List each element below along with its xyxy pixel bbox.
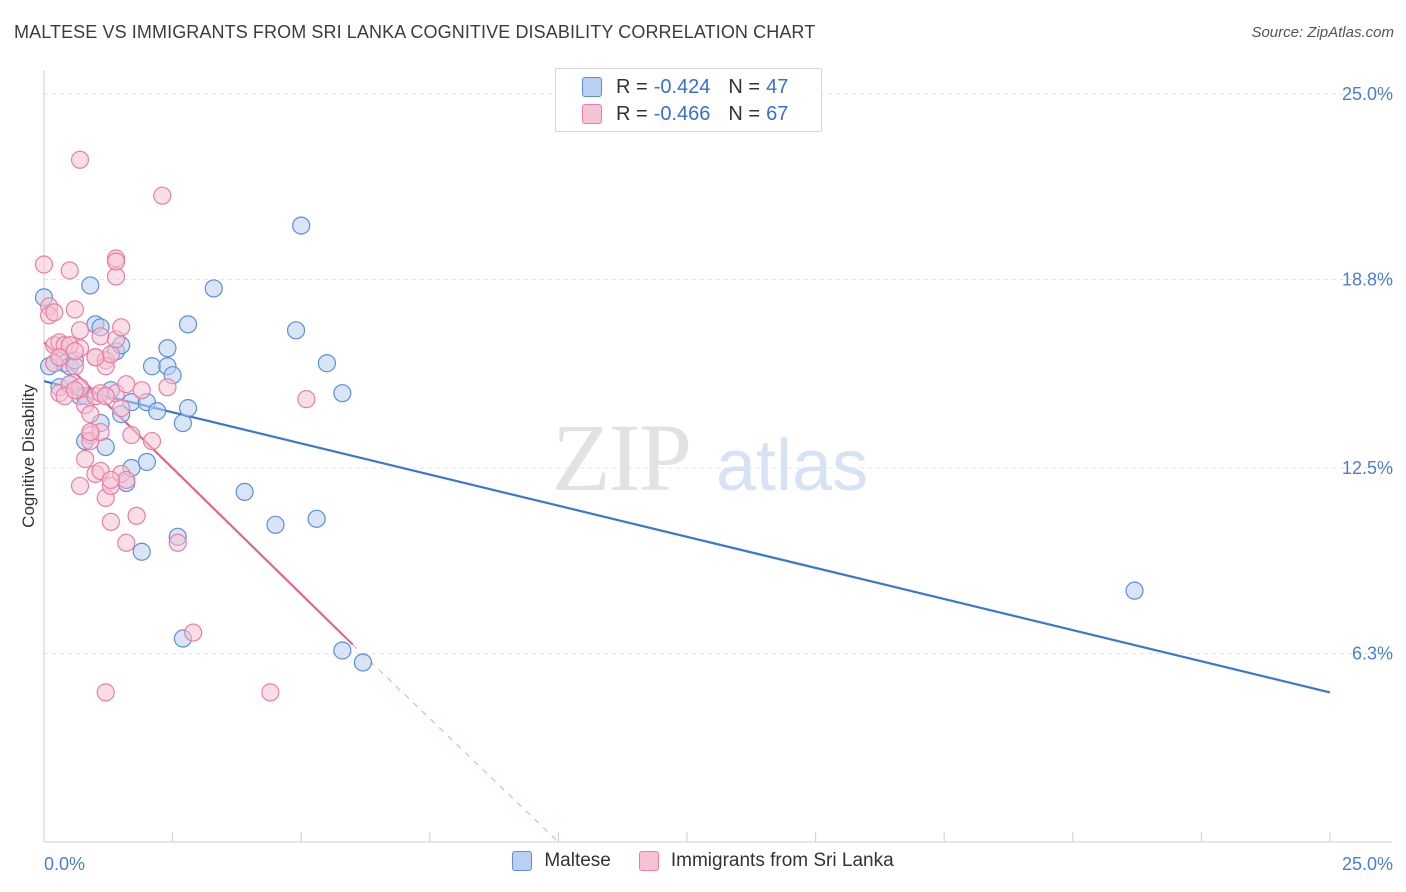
point-srilanka bbox=[81, 422, 100, 442]
point-srilanka bbox=[65, 300, 84, 319]
point-srilanka bbox=[117, 533, 136, 552]
legend-swatch-srilanka bbox=[638, 851, 659, 871]
series-legend: Maltese Immigrants from Sri Lanka bbox=[0, 850, 1406, 872]
point-maltese bbox=[178, 315, 198, 334]
chart-title: MALTESE VS IMMIGRANTS FROM SRI LANKA COG… bbox=[14, 22, 816, 42]
watermark-atlas: atlas bbox=[716, 426, 868, 506]
trend-line-srilanka bbox=[43, 341, 354, 646]
point-srilanka bbox=[45, 303, 64, 322]
grid-lines bbox=[44, 93, 1392, 654]
x-tick-label: 0.0% bbox=[44, 854, 85, 874]
point-srilanka bbox=[101, 470, 120, 490]
point-maltese bbox=[317, 354, 337, 373]
legend-n-label: N = bbox=[728, 102, 761, 125]
point-maltese bbox=[1125, 581, 1144, 600]
point-maltese bbox=[178, 399, 198, 418]
point-srilanka bbox=[86, 348, 105, 367]
point-maltese bbox=[307, 509, 326, 528]
point-srilanka bbox=[127, 506, 146, 525]
watermark-zip: ZIP bbox=[552, 404, 690, 511]
point-maltese bbox=[132, 542, 151, 561]
point-srilanka bbox=[91, 327, 110, 346]
point-maltese bbox=[333, 641, 352, 660]
point-maltese bbox=[333, 384, 352, 403]
correlation-legend: R = -0.424 N = 47 R = -0.466 N = 67 bbox=[555, 68, 822, 132]
point-srilanka bbox=[261, 683, 280, 702]
point-maltese bbox=[353, 653, 373, 672]
trend-line-maltese bbox=[43, 380, 1331, 694]
legend-swatch-maltese bbox=[582, 77, 602, 97]
legend-swatch-maltese bbox=[512, 851, 533, 871]
point-maltese bbox=[235, 482, 254, 502]
y-tick-label: 12.5% bbox=[1342, 458, 1393, 478]
legend-row-srilanka: R = -0.466 N = 67 bbox=[582, 102, 788, 126]
legend-label-srilanka: Immigrants from Sri Lanka bbox=[670, 850, 894, 871]
point-srilanka bbox=[101, 512, 120, 531]
point-srilanka bbox=[76, 449, 95, 469]
point-srilanka bbox=[117, 375, 136, 394]
y-tick-label: 25.0% bbox=[1342, 84, 1393, 104]
legend-swatch-srilanka bbox=[582, 104, 602, 124]
point-srilanka bbox=[70, 321, 90, 340]
point-srilanka bbox=[65, 381, 84, 400]
point-srilanka bbox=[297, 390, 316, 409]
point-srilanka bbox=[60, 261, 79, 280]
y-tick-label: 6.3% bbox=[1352, 643, 1393, 663]
point-srilanka bbox=[122, 425, 141, 445]
data-points bbox=[34, 150, 1144, 702]
point-srilanka bbox=[65, 342, 84, 361]
tick-labels: 6.3% 12.5% 18.8% 25.0% 0.0% 25.0% bbox=[44, 84, 1393, 874]
axes bbox=[43, 70, 1392, 843]
legend-r-value: -0.424 bbox=[653, 75, 711, 98]
legend-n-value: 67 bbox=[766, 102, 789, 125]
watermark: ZIP atlas bbox=[552, 404, 868, 511]
y-axis-label: Cognitive Disability bbox=[19, 384, 38, 528]
point-srilanka bbox=[106, 252, 126, 271]
point-maltese bbox=[137, 452, 156, 472]
point-srilanka bbox=[81, 405, 100, 424]
point-srilanka bbox=[117, 470, 136, 490]
point-srilanka bbox=[184, 623, 203, 642]
legend-row-maltese: R = -0.424 N = 47 bbox=[582, 75, 788, 99]
point-maltese bbox=[286, 321, 306, 340]
point-srilanka bbox=[168, 533, 187, 552]
legend-n-label: N = bbox=[728, 75, 761, 98]
point-srilanka bbox=[158, 378, 177, 397]
point-srilanka bbox=[34, 255, 54, 274]
point-maltese bbox=[148, 402, 167, 421]
x-tick-label: 25.0% bbox=[1342, 854, 1393, 874]
legend-label-maltese: Maltese bbox=[544, 850, 611, 871]
point-srilanka bbox=[112, 318, 131, 337]
point-maltese bbox=[142, 357, 162, 376]
trend-extension-srilanka bbox=[352, 644, 559, 843]
point-maltese bbox=[292, 216, 311, 235]
point-srilanka bbox=[142, 431, 162, 451]
point-srilanka bbox=[70, 476, 90, 496]
point-srilanka bbox=[132, 381, 151, 400]
point-maltese bbox=[81, 276, 100, 295]
legend-r-value: -0.466 bbox=[653, 102, 711, 125]
point-maltese bbox=[266, 515, 285, 534]
y-tick-label: 18.8% bbox=[1342, 269, 1393, 289]
point-srilanka bbox=[96, 683, 115, 702]
legend-item-maltese[interactable]: Maltese bbox=[512, 850, 611, 872]
legend-item-srilanka[interactable]: Immigrants from Sri Lanka bbox=[638, 850, 894, 872]
point-srilanka bbox=[153, 186, 172, 205]
point-maltese bbox=[158, 339, 177, 358]
point-maltese bbox=[204, 279, 223, 298]
point-srilanka bbox=[112, 399, 131, 418]
point-srilanka bbox=[50, 348, 69, 367]
legend-r-label: R = bbox=[616, 75, 648, 98]
point-srilanka bbox=[96, 387, 115, 406]
legend-r-label: R = bbox=[616, 102, 648, 125]
source-credit: Source: ZipAtlas.com bbox=[1251, 24, 1394, 41]
point-srilanka bbox=[70, 150, 90, 169]
legend-n-value: 47 bbox=[766, 75, 789, 98]
